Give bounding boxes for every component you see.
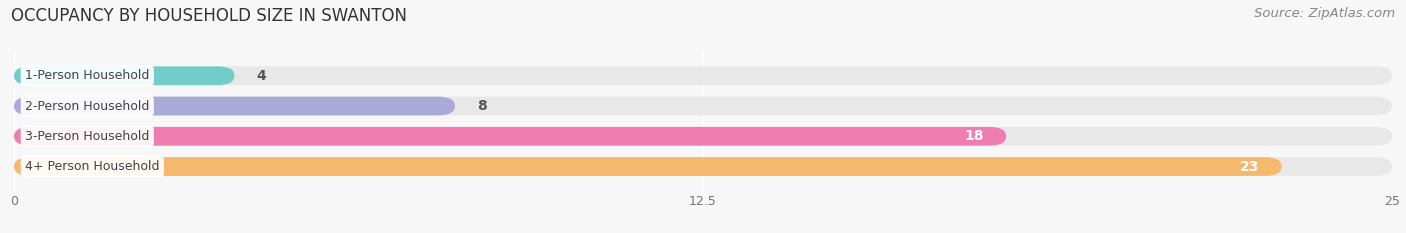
- Text: 2-Person Household: 2-Person Household: [25, 99, 149, 113]
- FancyBboxPatch shape: [14, 157, 1282, 176]
- FancyBboxPatch shape: [14, 127, 1007, 146]
- FancyBboxPatch shape: [14, 157, 1392, 176]
- Text: 4+ Person Household: 4+ Person Household: [25, 160, 160, 173]
- Text: 8: 8: [477, 99, 486, 113]
- Text: Source: ZipAtlas.com: Source: ZipAtlas.com: [1254, 7, 1395, 20]
- Text: 3-Person Household: 3-Person Household: [25, 130, 149, 143]
- Text: 1-Person Household: 1-Person Household: [25, 69, 149, 82]
- FancyBboxPatch shape: [14, 97, 1392, 115]
- Text: 18: 18: [965, 129, 984, 143]
- FancyBboxPatch shape: [14, 127, 1392, 146]
- Text: 4: 4: [256, 69, 266, 83]
- FancyBboxPatch shape: [14, 66, 1392, 85]
- FancyBboxPatch shape: [14, 66, 235, 85]
- FancyBboxPatch shape: [14, 97, 456, 115]
- Text: OCCUPANCY BY HOUSEHOLD SIZE IN SWANTON: OCCUPANCY BY HOUSEHOLD SIZE IN SWANTON: [11, 7, 408, 25]
- Text: 23: 23: [1240, 160, 1260, 174]
